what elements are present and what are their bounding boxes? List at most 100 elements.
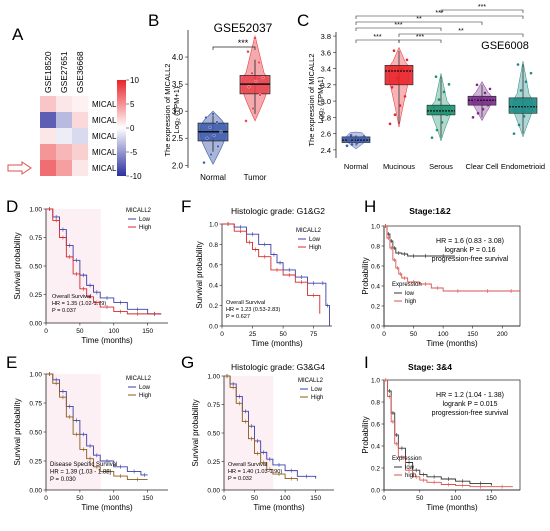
km-stat-line2: HR = 1.40 (1.03-1.90) [228, 469, 282, 475]
km-xtick-label: 75 [310, 331, 318, 338]
heatmap-panel: GSE18520 GSE27651 GSE36668 MICAL1 MICAL2 MICA… [7, 51, 142, 181]
km-xlabel: Time (months) [253, 503, 305, 512]
b-point [211, 112, 215, 116]
km-stat-line1: Overall Survival [226, 300, 265, 306]
b-title: GSE52037 [214, 21, 273, 35]
km-stat-line1: HR = 1.2 (1.04 - 1.38) [436, 392, 504, 399]
km-ytick-label: 0.8 [209, 242, 218, 249]
km-xtick-label: 150 [486, 495, 497, 502]
km-legend-title: MICALL2 [298, 378, 324, 384]
c-point [434, 75, 438, 79]
km-stat-line1: HR = 1.6 (0.83 - 3.08) [436, 238, 504, 245]
km-legend-high: High [139, 225, 151, 231]
c-sig-label: *** [416, 34, 424, 41]
c-point [442, 90, 446, 94]
km-ytick-label: 0.25 [29, 459, 42, 466]
heatmap-row-label: MICAL2 [92, 116, 121, 125]
c-point [447, 83, 451, 86]
c-xtick-label: Mucinous [383, 162, 415, 171]
c-point [445, 113, 449, 117]
c-point [519, 89, 523, 92]
km-stat-line1: Disease Specific Survival [50, 462, 117, 468]
heatmap-cell [56, 128, 72, 144]
km-frame [383, 379, 521, 491]
c-point [362, 135, 366, 138]
km-frame [383, 225, 521, 327]
panel-letter-b: B [148, 11, 159, 30]
c-ytick-label: 3.8 [321, 32, 331, 41]
km-disease-specific-survival: 0.00 0.25 0.50 0.75 1.00 0 50 100 150 Survival pr… [13, 372, 168, 512]
c-point [390, 85, 394, 89]
km-curve-high [46, 208, 162, 315]
b-point [215, 120, 219, 124]
km-xtick-label: 150 [310, 495, 321, 502]
km-ytick-label: 0.2 [371, 466, 380, 473]
c-point [432, 105, 436, 109]
c-box [426, 104, 456, 116]
c-xtick-label: Normal [344, 162, 369, 171]
b-ylabel-2: Log₂ (TPM+1) [172, 86, 181, 133]
km-ytick-label: 1.0 [371, 224, 380, 231]
km-ytick-label: 0.2 [209, 303, 218, 310]
c-sig-label: *** [478, 4, 486, 11]
c-xtick-label: Endometrioid [501, 162, 545, 171]
c-sig-bracket [398, 39, 442, 43]
c-point [471, 116, 475, 119]
c-ytick-label: 3.2 [321, 81, 331, 90]
c-ytick-label: 3.6 [321, 48, 331, 57]
km-ytick-label: 1.0 [371, 378, 380, 385]
colorbar-tick-label: 0 [130, 124, 135, 133]
c-point [524, 80, 528, 84]
km-ytick-label: 0.50 [207, 431, 220, 438]
c-point [517, 123, 521, 127]
km-ytick-label: 0.8 [371, 244, 380, 251]
heatmap-cell [56, 96, 72, 112]
c-point [392, 49, 396, 52]
km-xtick-label: 100 [450, 495, 461, 502]
heatmap-cell [72, 112, 88, 128]
panel-letter-a: A [12, 25, 24, 44]
heatmap-row-label: MICAL1 [92, 100, 121, 109]
km-ytick-label: 0.25 [207, 459, 220, 466]
c-point [440, 121, 444, 124]
km-xtick-label: 0 [44, 328, 48, 335]
c-sig-label: ** [416, 16, 422, 23]
b-point [204, 116, 208, 120]
km-title: Histologic grade: G1&G2 [231, 206, 325, 216]
km-stat-line2: HR = 1.23 (0.53-2.83) [226, 307, 280, 313]
b-ytick-label: 3.0 [172, 107, 184, 116]
c-ylabel-1: The expression of MICALL2 [307, 54, 316, 147]
km-legend-low: Low [309, 237, 321, 243]
b-point [257, 60, 261, 65]
km-legend-low: Low [139, 385, 151, 391]
km-xtick-label: 50 [76, 495, 84, 502]
c-point [529, 71, 533, 75]
c-box [384, 65, 414, 86]
b-point [247, 85, 251, 89]
km-title: Stage: 3&4 [408, 362, 452, 372]
heatmap-cell [72, 144, 88, 160]
c-point [347, 139, 351, 142]
heatmap-col-label: GSE36668 [75, 51, 85, 93]
km-ytick-label: 0.0 [371, 488, 380, 495]
km-xlabel: Time (months) [81, 503, 133, 512]
heatmap-cell [40, 160, 56, 176]
b-point [212, 133, 216, 138]
km-xtick-label: 50 [76, 328, 84, 335]
km-ytick-label: 0.4 [209, 283, 218, 290]
km-legend-high: High [311, 395, 323, 401]
panel-letter-i: I [364, 353, 369, 372]
heatmap-cell [56, 112, 72, 128]
b-point [208, 125, 212, 129]
b-point [253, 36, 257, 40]
c-ytick-label: 2.8 [321, 113, 331, 122]
km-legend-low: Low [311, 387, 323, 393]
b-point [258, 93, 262, 97]
c-sig-bracket [355, 15, 524, 19]
b-point [209, 152, 213, 157]
panel-letter-f: F [181, 197, 191, 216]
km-ytick-label: 0.25 [29, 292, 42, 299]
c-point [403, 95, 407, 98]
heatmap-colorbar [117, 80, 126, 176]
